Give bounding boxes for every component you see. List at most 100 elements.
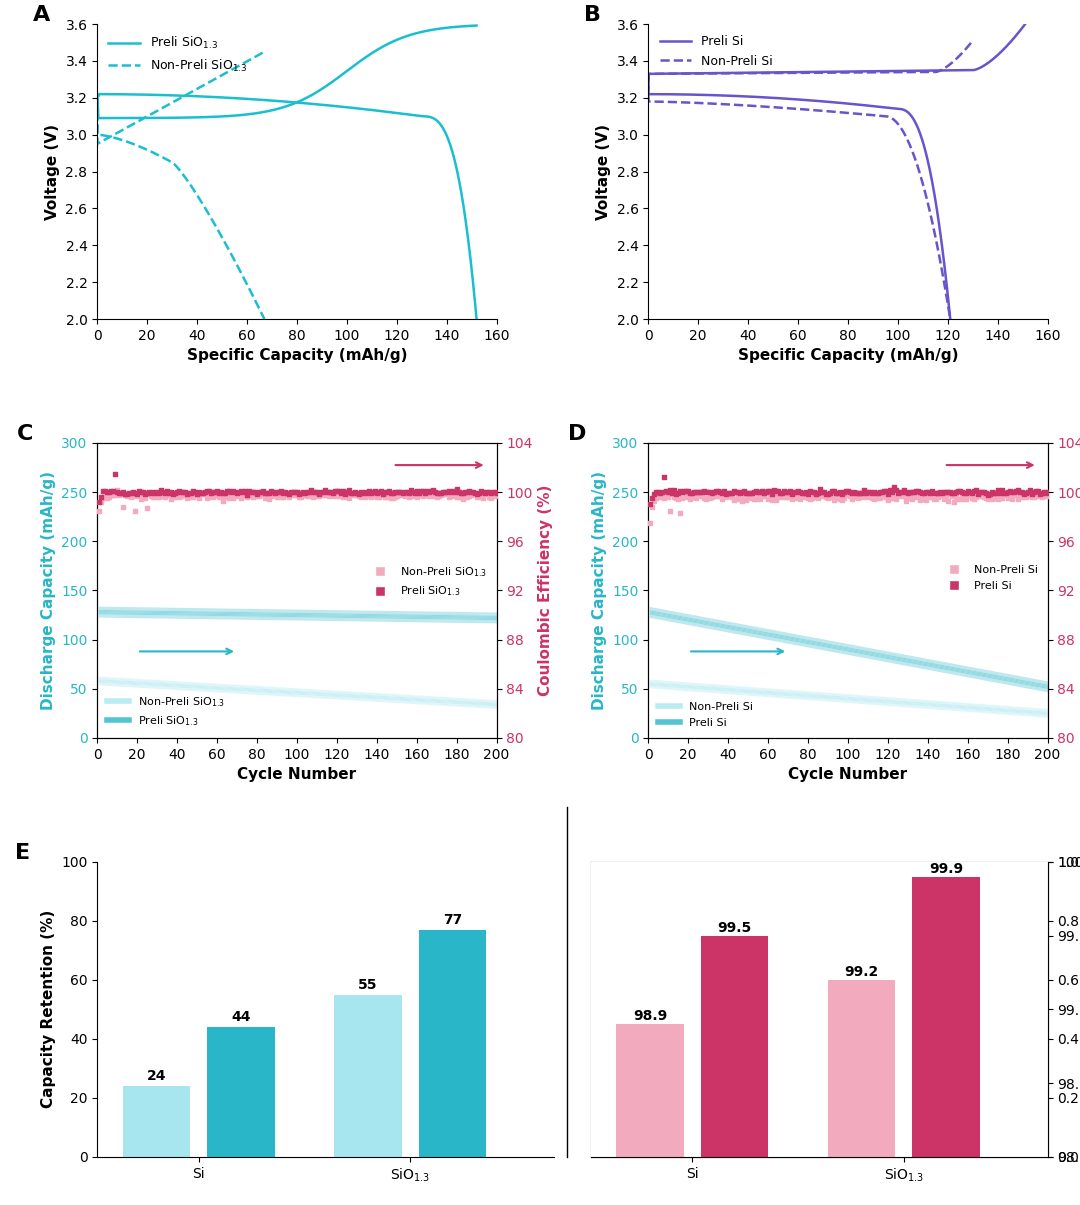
Point (729, 487, 746, 506)
Point (703, 483, 720, 502)
Point (855, 488, 873, 507)
Point (126, 483, 144, 502)
Point (714, 489, 731, 509)
Point (230, 482, 247, 501)
Point (468, 484, 485, 504)
Point (903, 489, 920, 509)
Point (126, 501, 144, 521)
Point (985, 483, 1002, 502)
Point (152, 481, 170, 500)
Point (843, 489, 861, 509)
Point (691, 483, 708, 502)
Point (302, 481, 320, 500)
Point (199, 488, 216, 507)
Point (991, 488, 1009, 507)
Point (883, 483, 901, 502)
Point (117, 486, 134, 505)
Point (1009, 489, 1026, 509)
Text: B: B (584, 5, 602, 25)
Y-axis label: Voltage (V): Voltage (V) (45, 124, 59, 219)
Point (272, 487, 289, 506)
Point (364, 487, 381, 506)
Point (721, 483, 739, 502)
Point (293, 487, 310, 506)
Point (937, 486, 955, 505)
Point (194, 483, 212, 502)
Point (858, 484, 875, 504)
Point (296, 483, 313, 502)
Point (312, 484, 329, 504)
Point (260, 489, 278, 509)
Point (712, 487, 729, 506)
Point (705, 486, 723, 505)
Point (999, 482, 1016, 501)
Point (957, 489, 974, 509)
Point (333, 486, 350, 505)
Point (131, 483, 148, 502)
Point (977, 483, 995, 502)
Point (91, 493, 108, 512)
Point (917, 490, 934, 510)
Point (390, 486, 407, 505)
Point (766, 480, 783, 499)
Point (242, 486, 259, 505)
Point (342, 484, 360, 504)
Point (757, 481, 774, 500)
Point (782, 487, 799, 506)
Point (112, 484, 130, 504)
Point (829, 483, 847, 502)
Point (414, 481, 431, 500)
Point (773, 486, 791, 505)
Point (241, 486, 258, 505)
Text: C: C (17, 424, 33, 443)
Point (646, 492, 663, 511)
Point (105, 482, 122, 501)
Point (688, 488, 705, 507)
Point (456, 482, 473, 501)
Point (646, 484, 663, 504)
Point (322, 482, 339, 501)
Point (214, 483, 231, 502)
Point (174, 486, 191, 505)
Point (949, 482, 967, 501)
Point (897, 482, 915, 501)
Point (667, 488, 685, 507)
Point (360, 487, 377, 506)
Point (324, 487, 341, 506)
Point (811, 486, 828, 505)
Point (689, 484, 706, 504)
Legend: Preli Si, Non-Preli Si: Preli Si, Non-Preli Si (654, 30, 778, 72)
Point (1011, 487, 1028, 506)
Point (164, 484, 181, 504)
Point (373, 481, 390, 500)
Point (702, 483, 719, 502)
Point (750, 482, 767, 501)
Point (188, 486, 205, 505)
Point (954, 482, 971, 501)
Point (815, 482, 833, 501)
Point (108, 481, 125, 500)
Point (418, 486, 435, 505)
Point (220, 481, 238, 500)
Point (752, 482, 769, 501)
Point (362, 483, 379, 502)
Point (216, 488, 233, 507)
Point (348, 483, 365, 502)
Point (681, 489, 699, 509)
Point (851, 488, 868, 507)
Point (716, 486, 733, 505)
Point (482, 489, 499, 509)
Y-axis label: Discharge Capacity (mAh/g): Discharge Capacity (mAh/g) (41, 471, 55, 710)
Point (761, 487, 779, 506)
Point (929, 487, 946, 506)
Point (1017, 487, 1035, 506)
Point (935, 482, 953, 501)
Point (663, 483, 680, 502)
Point (380, 482, 397, 501)
Point (860, 482, 877, 501)
Point (1011, 482, 1028, 501)
Point (316, 480, 334, 499)
Point (350, 484, 367, 504)
Point (712, 482, 729, 501)
Point (869, 483, 887, 502)
